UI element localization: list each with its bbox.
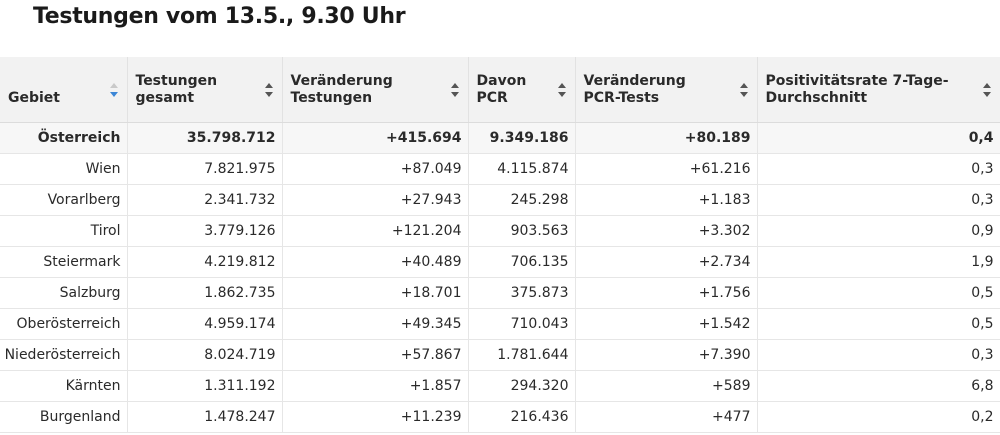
cell-veraenderung-pcr: +61.216 — [575, 153, 758, 185]
table-row: Kärnten 1.311.192 +1.857 294.320 +589 6,… — [0, 370, 1000, 402]
table-header-row: Gebiet Testungen gesamt Veränderung Test… — [0, 57, 1000, 123]
sort-icon[interactable] — [982, 82, 992, 97]
cell-gebiet: Tirol — [0, 215, 128, 247]
column-header-veraenderung-testungen[interactable]: Veränderung Testungen — [282, 57, 469, 123]
cell-davon-pcr: 245.298 — [468, 184, 576, 216]
column-header-veraenderung-pcr-tests[interactable]: Veränderung PCR-Tests — [575, 57, 758, 123]
cell-gebiet: Österreich — [0, 122, 128, 154]
cell-testungen-gesamt: 8.024.719 — [127, 339, 283, 371]
column-header-label: Positivitätsrate 7-Tage-Durchschnitt — [765, 72, 949, 106]
cell-veraenderung-testungen: +415.694 — [282, 122, 469, 154]
cell-veraenderung-pcr: +80.189 — [575, 122, 758, 154]
column-header-testungen-gesamt[interactable]: Testungen gesamt — [127, 57, 283, 123]
cell-veraenderung-pcr: +1.542 — [575, 308, 758, 340]
cell-positivitaetsrate: 0,3 — [757, 153, 1000, 185]
column-header-label: Veränderung Testungen — [290, 72, 393, 106]
cell-veraenderung-testungen: +11.239 — [282, 401, 469, 433]
table-row: Wien 7.821.975 +87.049 4.115.874 +61.216… — [0, 153, 1000, 185]
cell-gebiet: Niederösterreich — [0, 339, 128, 371]
cell-positivitaetsrate: 1,9 — [757, 246, 1000, 278]
cell-veraenderung-testungen: +121.204 — [282, 215, 469, 247]
cell-testungen-gesamt: 35.798.712 — [127, 122, 283, 154]
column-header-gebiet[interactable]: Gebiet — [0, 57, 128, 123]
cell-davon-pcr: 294.320 — [468, 370, 576, 402]
cell-veraenderung-testungen: +49.345 — [282, 308, 469, 340]
cell-davon-pcr: 903.563 — [468, 215, 576, 247]
title-bar: Testungen vom 13.5., 9.30 Uhr — [0, 0, 1000, 58]
table-row: Tirol 3.779.126 +121.204 903.563 +3.302 … — [0, 215, 1000, 247]
cell-testungen-gesamt: 3.779.126 — [127, 215, 283, 247]
cell-veraenderung-testungen: +57.867 — [282, 339, 469, 371]
cell-gebiet: Wien — [0, 153, 128, 185]
page-title: Testungen vom 13.5., 9.30 Uhr — [33, 4, 406, 29]
sort-icon[interactable] — [450, 82, 460, 97]
cell-davon-pcr: 1.781.644 — [468, 339, 576, 371]
cell-davon-pcr: 9.349.186 — [468, 122, 576, 154]
cell-davon-pcr: 375.873 — [468, 277, 576, 309]
cell-veraenderung-testungen: +18.701 — [282, 277, 469, 309]
cell-testungen-gesamt: 7.821.975 — [127, 153, 283, 185]
table-row-total: Österreich 35.798.712 +415.694 9.349.186… — [0, 122, 1000, 154]
cell-veraenderung-pcr: +477 — [575, 401, 758, 433]
cell-gebiet: Oberösterreich — [0, 308, 128, 340]
cell-veraenderung-testungen: +40.489 — [282, 246, 469, 278]
cell-gebiet: Burgenland — [0, 401, 128, 433]
cell-veraenderung-pcr: +589 — [575, 370, 758, 402]
cell-gebiet: Kärnten — [0, 370, 128, 402]
table-row: Vorarlberg 2.341.732 +27.943 245.298 +1.… — [0, 184, 1000, 216]
cell-gebiet: Steiermark — [0, 246, 128, 278]
table-row: Oberösterreich 4.959.174 +49.345 710.043… — [0, 308, 1000, 340]
table-row: Niederösterreich 8.024.719 +57.867 1.781… — [0, 339, 1000, 371]
sort-icon[interactable] — [739, 82, 749, 97]
table-row: Steiermark 4.219.812 +40.489 706.135 +2.… — [0, 246, 1000, 278]
cell-davon-pcr: 710.043 — [468, 308, 576, 340]
cell-testungen-gesamt: 1.862.735 — [127, 277, 283, 309]
cell-veraenderung-testungen: +1.857 — [282, 370, 469, 402]
cell-testungen-gesamt: 4.219.812 — [127, 246, 283, 278]
cell-davon-pcr: 216.436 — [468, 401, 576, 433]
cell-positivitaetsrate: 0,3 — [757, 339, 1000, 371]
column-header-positivitaetsrate[interactable]: Positivitätsrate 7-Tage-Durchschnitt — [757, 57, 1000, 123]
cell-veraenderung-testungen: +27.943 — [282, 184, 469, 216]
table-row: Salzburg 1.862.735 +18.701 375.873 +1.75… — [0, 277, 1000, 309]
cell-positivitaetsrate: 0,9 — [757, 215, 1000, 247]
sort-icon[interactable] — [557, 82, 567, 97]
cell-positivitaetsrate: 6,8 — [757, 370, 1000, 402]
testing-table: Gebiet Testungen gesamt Veränderung Test… — [0, 57, 1000, 433]
cell-positivitaetsrate: 0,2 — [757, 401, 1000, 433]
cell-veraenderung-testungen: +87.049 — [282, 153, 469, 185]
table-row: Burgenland 1.478.247 +11.239 216.436 +47… — [0, 401, 1000, 433]
cell-positivitaetsrate: 0,5 — [757, 277, 1000, 309]
cell-veraenderung-pcr: +2.734 — [575, 246, 758, 278]
cell-gebiet: Salzburg — [0, 277, 128, 309]
column-header-label: Veränderung PCR-Tests — [583, 72, 686, 106]
cell-veraenderung-pcr: +7.390 — [575, 339, 758, 371]
column-header-label: Gebiet — [8, 90, 60, 106]
cell-davon-pcr: 4.115.874 — [468, 153, 576, 185]
sort-icon[interactable] — [109, 82, 119, 97]
cell-testungen-gesamt: 2.341.732 — [127, 184, 283, 216]
cell-positivitaetsrate: 0,5 — [757, 308, 1000, 340]
cell-gebiet: Vorarlberg — [0, 184, 128, 216]
cell-positivitaetsrate: 0,3 — [757, 184, 1000, 216]
cell-veraenderung-pcr: +1.756 — [575, 277, 758, 309]
column-header-label: Davon PCR — [476, 72, 527, 106]
cell-testungen-gesamt: 4.959.174 — [127, 308, 283, 340]
cell-testungen-gesamt: 1.311.192 — [127, 370, 283, 402]
column-header-label: Testungen gesamt — [135, 72, 218, 106]
cell-davon-pcr: 706.135 — [468, 246, 576, 278]
sort-icon[interactable] — [264, 82, 274, 97]
cell-testungen-gesamt: 1.478.247 — [127, 401, 283, 433]
cell-positivitaetsrate: 0,4 — [757, 122, 1000, 154]
column-header-davon-pcr[interactable]: Davon PCR — [468, 57, 576, 123]
cell-veraenderung-pcr: +1.183 — [575, 184, 758, 216]
cell-veraenderung-pcr: +3.302 — [575, 215, 758, 247]
